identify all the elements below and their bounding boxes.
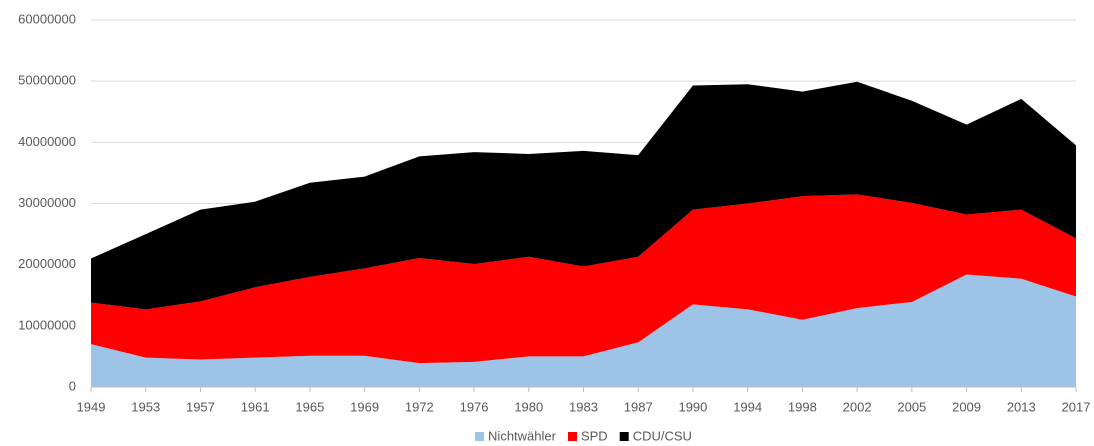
x-tick-label: 2013 [1007,399,1036,414]
x-tick-label: 1983 [569,399,598,414]
y-tick-label: 50000000 [18,73,76,88]
legend-label: CDU/CSU [633,428,692,443]
legend-swatch [619,432,629,441]
y-tick-label: 0 [69,378,76,393]
x-tick-label: 2002 [843,399,872,414]
x-tick-label: 1953 [131,399,160,414]
legend-swatch [567,432,577,441]
x-tick-label: 2005 [897,399,926,414]
y-tick-label: 30000000 [18,195,76,210]
x-tick-label: 1980 [514,399,543,414]
y-tick-label: 20000000 [18,256,76,271]
legend-label: SPD [581,428,608,443]
x-tick-label: 1990 [678,399,707,414]
area [91,194,1076,364]
legend-swatch [475,432,485,441]
x-tick-label: 1949 [77,399,106,414]
x-tick-label: 2009 [952,399,981,414]
x-tick-label: 1994 [733,399,762,414]
x-tick-label: 1969 [350,399,379,414]
legend-label: Nichtwähler [488,428,557,443]
x-tick-label: 1957 [186,399,215,414]
x-tick-label: 1961 [241,399,270,414]
x-tick-label: 1976 [460,399,489,414]
y-tick-label: 10000000 [18,317,76,332]
x-tick-label: 1998 [788,399,817,414]
x-tick-label: 1972 [405,399,434,414]
y-tick-label: 60000000 [18,11,76,26]
x-tick-label: 1987 [624,399,653,414]
area [91,81,1076,310]
y-tick-label: 40000000 [18,134,76,149]
x-tick-label: 2017 [1062,399,1091,414]
area [91,274,1076,387]
x-tick-label: 1965 [295,399,324,414]
